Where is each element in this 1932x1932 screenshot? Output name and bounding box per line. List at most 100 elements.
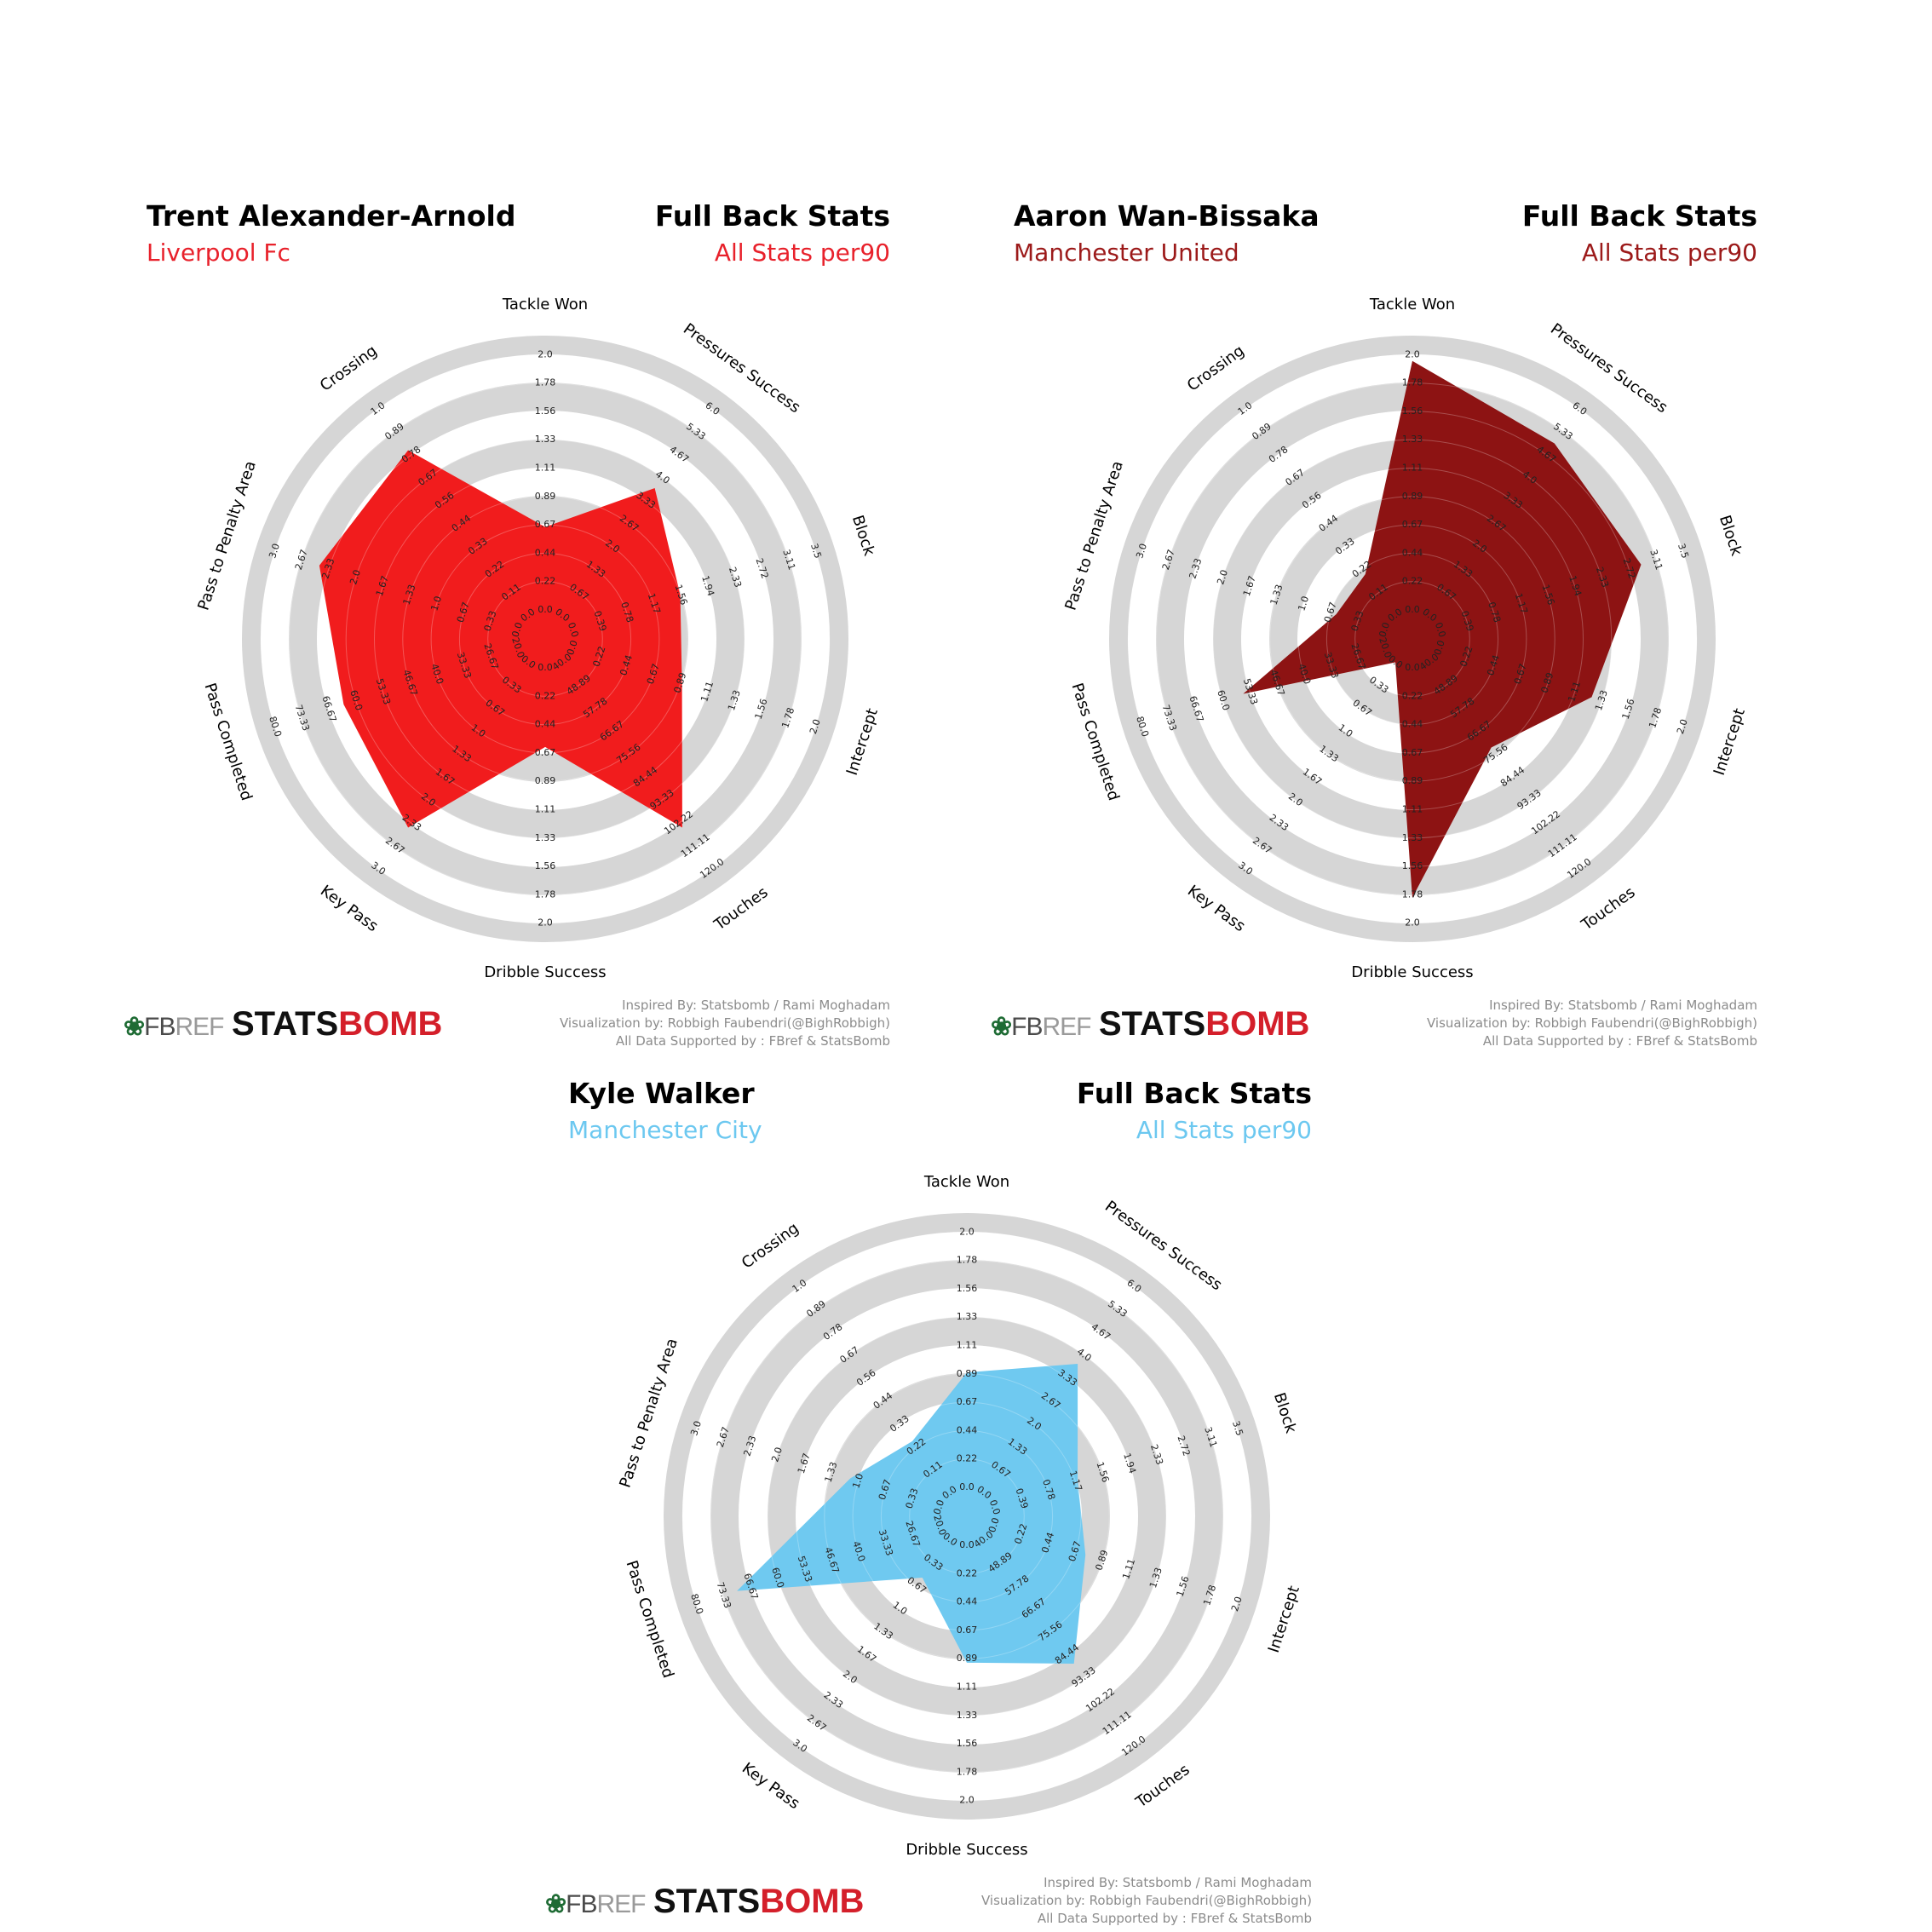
param-label: Intercept <box>843 706 882 778</box>
param-label: Pass Completed <box>622 1558 676 1680</box>
radar-grid-circle <box>1184 411 1641 867</box>
tick-label: 0.0 <box>1433 621 1448 639</box>
param-label: Pressures Success <box>1101 1198 1225 1295</box>
param-label: Touches <box>710 883 772 934</box>
tick-label: 1.11 <box>535 804 556 815</box>
tick-label: 0.67 <box>957 1396 978 1407</box>
tick-label: 0.0 <box>565 639 580 657</box>
radar-grid-circle <box>289 382 802 895</box>
tick-label: 1.78 <box>535 377 556 388</box>
credit-line: All Data Supported by : FBref & StatsBom… <box>615 1033 890 1049</box>
tick-label: 0.0 <box>1377 621 1392 639</box>
tick-label: 0.22 <box>957 1567 978 1578</box>
fbref-logo: ❀FBREF <box>124 1013 224 1041</box>
tick-label: 1.56 <box>957 1283 978 1294</box>
tick-label: 1.56 <box>957 1738 978 1749</box>
credits: Inspired By: Statsbomb / Rami Moghadam V… <box>560 997 890 1050</box>
param-label: Dribble Success <box>906 1841 1027 1859</box>
tick-label: 0.89 <box>1402 491 1423 502</box>
tick-label: 1.11 <box>957 1340 978 1351</box>
statsbomb-logo: STATSBOMB <box>232 1005 443 1043</box>
tick-label: 1.78 <box>535 888 556 900</box>
tick-label: 1.33 <box>957 1710 978 1721</box>
credit-line: All Data Supported by : FBref & StatsBom… <box>1482 1033 1757 1049</box>
tick-label: 0.44 <box>957 1596 978 1607</box>
statsbomb-logo: STATSBOMB <box>1099 1005 1310 1043</box>
radar-area <box>1243 360 1642 898</box>
tick-label: 1.0 <box>1296 595 1311 612</box>
tick-label: 0.22 <box>535 576 556 587</box>
tick-label: 0.67 <box>1402 519 1423 530</box>
credit-line: Inspired By: Statsbomb / Rami Moghadam <box>622 998 890 1013</box>
tick-label: 0.67 <box>1402 747 1423 758</box>
radar-ring-band <box>768 1317 1166 1716</box>
tick-label: 0.67 <box>535 747 556 758</box>
tick-label: 2.0 <box>348 568 363 586</box>
tick-label: 3.0 <box>267 542 282 560</box>
credit-line: All Data Supported by : FBref & StatsBom… <box>1037 1911 1312 1926</box>
radar-grid-circle <box>710 1260 1223 1773</box>
radar-grid-circle <box>767 1316 1167 1716</box>
chart-subtitle: All Stats per90 <box>1136 1116 1312 1144</box>
param-label: Tackle Won <box>502 296 588 313</box>
tick-label: 0.67 <box>957 1624 978 1636</box>
param-label: Block <box>848 513 878 558</box>
tick-label: 1.78 <box>957 1766 978 1777</box>
param-label: Tackle Won <box>1369 296 1455 313</box>
tick-label: 1.11 <box>535 463 556 474</box>
param-label: Pass Completed <box>200 681 255 802</box>
chart-title: Full Back Stats <box>654 199 890 233</box>
radar-ring-band <box>289 382 802 895</box>
param-label: Block <box>1716 513 1745 558</box>
tick-label: 1.78 <box>1402 888 1423 900</box>
param-label: Block <box>1270 1390 1300 1435</box>
tick-label: 0.22 <box>957 1453 978 1464</box>
tick-label: 2.0 <box>769 1446 785 1463</box>
team-name: Liverpool Fc <box>147 239 290 267</box>
radar-grid-circle <box>824 1373 1110 1659</box>
credits: Inspired By: Statsbomb / Rami Moghadam V… <box>981 1874 1312 1928</box>
radar-chart: 0.0 0.22 0.44 0.67 0.89 1.11 1.33 1.56 1.78 2.0 0.… <box>194 296 882 981</box>
credit-line: Visualization by: Robbigh Faubendri(@Big… <box>981 1893 1312 1908</box>
tick-label: 1.11 <box>957 1682 978 1693</box>
tick-label: 3.0 <box>688 1419 704 1437</box>
tick-label: 1.56 <box>1402 405 1423 417</box>
radar-grid-circle <box>402 496 688 782</box>
radar-grid-circle <box>1156 382 1669 895</box>
tick-label: 2.0 <box>808 718 823 736</box>
chart-title: Full Back Stats <box>1521 199 1757 233</box>
tick-label: 1.56 <box>535 860 556 871</box>
radar-grid-circle <box>1325 552 1499 726</box>
tick-label: 1.56 <box>1402 860 1423 871</box>
tick-label: 1.33 <box>1402 434 1423 445</box>
radar-ring-band <box>710 1260 1223 1773</box>
credit-line: Inspired By: Statsbomb / Rami Moghadam <box>1489 998 1757 1013</box>
tick-label: 2.0 <box>1675 718 1690 736</box>
radar-ring-band <box>664 1213 1270 1820</box>
tick-label: 0.0 <box>509 621 525 639</box>
param-label: Key Pass <box>739 1759 803 1813</box>
radar-grid-circle <box>1241 468 1584 810</box>
param-label: Pass Completed <box>1067 681 1122 802</box>
tick-label: 2.0 <box>959 1226 975 1237</box>
tick-label: 0.44 <box>535 719 556 730</box>
statsbomb-logo: STATSBOMB <box>653 1883 865 1920</box>
chart-title: Full Back Stats <box>1076 1077 1312 1110</box>
tick-label: 2.0 <box>1405 917 1420 929</box>
fbref-leaf-icon: ❀ <box>545 1890 566 1918</box>
tick-label: 2.0 <box>538 917 553 929</box>
tick-label: 0.0 <box>959 1481 975 1492</box>
tick-label: 0.22 <box>1402 576 1423 587</box>
radar-area <box>737 1363 1086 1664</box>
radar-grid-circle <box>852 1401 1082 1631</box>
tick-label: 0.89 <box>535 775 556 786</box>
radar-grid-circle <box>739 1288 1195 1745</box>
param-label: Touches <box>1578 883 1639 934</box>
radar-grid-circle <box>345 439 745 839</box>
tick-label: 1.33 <box>1402 832 1423 843</box>
tick-label: 1.56 <box>535 405 556 417</box>
fbref-logo: ❀FBREF <box>991 1013 1091 1041</box>
credits: Inspired By: Statsbomb / Rami Moghadam V… <box>1427 997 1757 1050</box>
tick-label: 0.89 <box>957 1368 978 1379</box>
team-name: Manchester City <box>568 1116 762 1144</box>
